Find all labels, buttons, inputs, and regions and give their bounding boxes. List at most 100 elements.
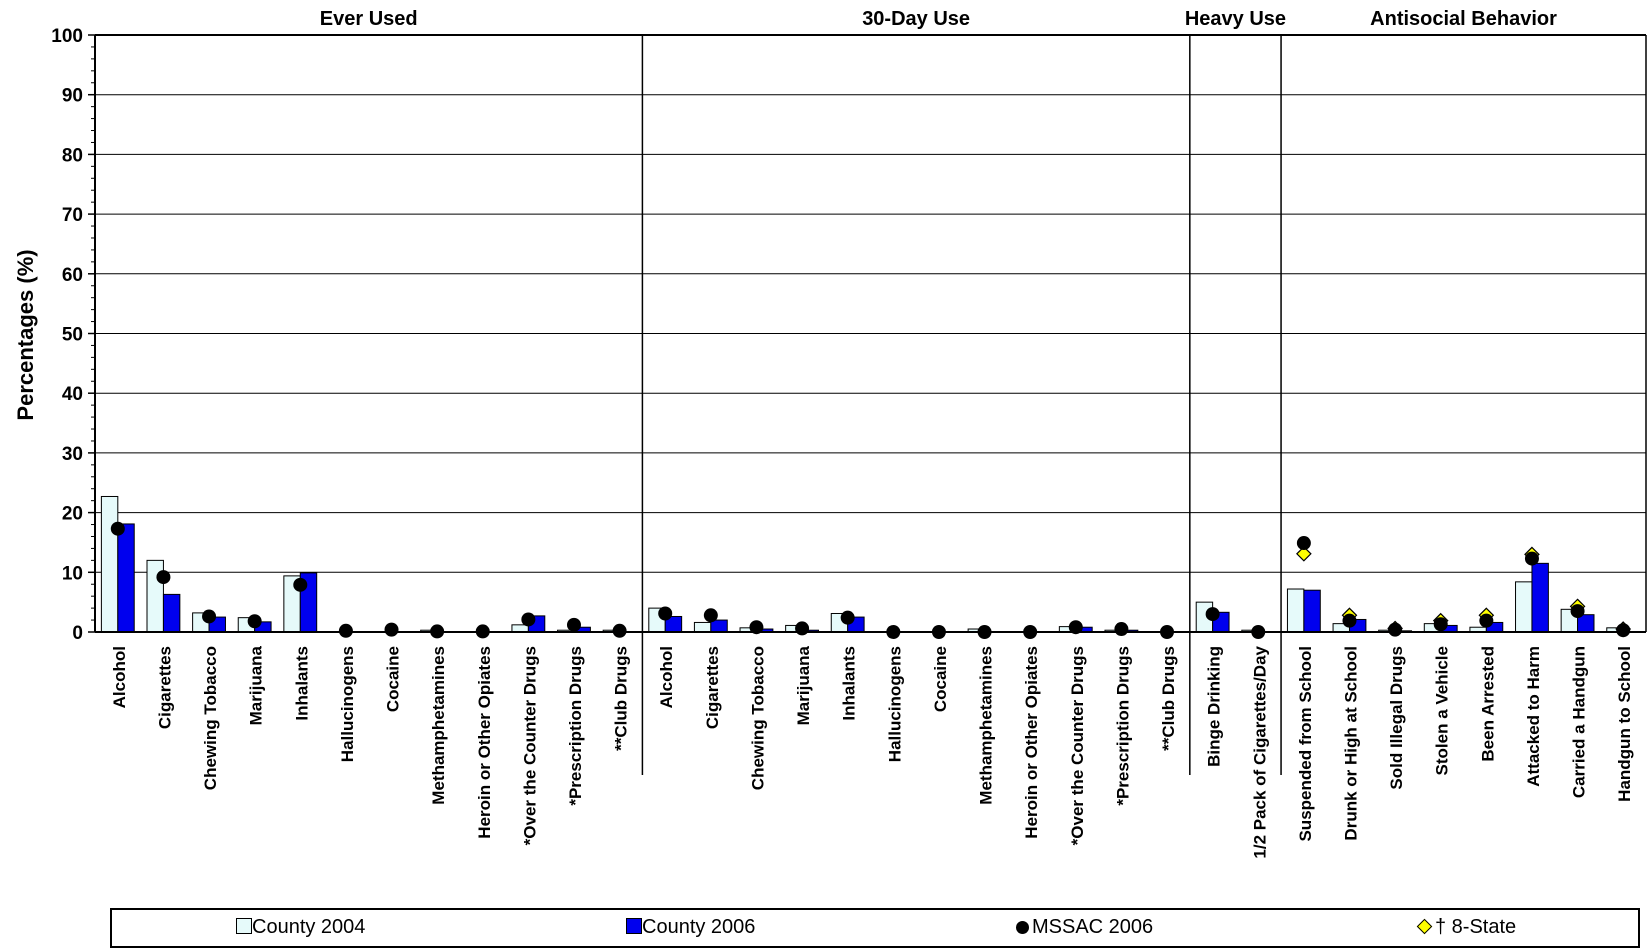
x-tick-label: Chewing Tobacco: [201, 646, 220, 790]
x-tick-label: Heroin or Other Opiates: [1022, 646, 1041, 839]
marker-mssac-2006: [247, 614, 262, 629]
marker-mssac-2006: [566, 617, 581, 632]
x-tick-label: Been Arrested: [1478, 646, 1497, 762]
marker-mssac-2006: [1205, 607, 1220, 622]
bar-county-2006: [117, 523, 135, 633]
x-tick-label: Inhalants: [840, 646, 859, 721]
x-tick-label: Stolen a Vehicle: [1433, 646, 1452, 775]
legend-label-8-state: † 8-State: [1435, 916, 1517, 938]
marker-mssac-2006: [1524, 551, 1539, 566]
x-tick-label: Binge Drinking: [1205, 646, 1224, 767]
marker-mssac-2006: [521, 612, 536, 627]
legend-item-county-2006: County 2006: [626, 916, 755, 939]
bar-county-2006: [1531, 562, 1549, 633]
y-tick-labels: 0 10 20 30 40 50 60 70 80 90 100: [51, 26, 83, 644]
marker-mssac-2006: [1114, 622, 1129, 637]
legend: County 2004 County 2006 MSSAC 2006 † 8-S…: [110, 908, 1640, 948]
group-label: 30-Day Use: [862, 8, 970, 30]
marker-mssac-2006: [338, 623, 353, 638]
x-tick-label: Attacked to Harm: [1524, 646, 1543, 787]
y-tick-label: 100: [51, 26, 83, 47]
group-label: Heavy Use: [1185, 8, 1286, 30]
legend-label-mssac-2006: MSSAC 2006: [1032, 916, 1154, 938]
marker-mssac-2006: [703, 608, 718, 623]
marker-mssac-2006: [1388, 622, 1403, 637]
y-tick-label: 50: [62, 325, 83, 346]
x-tick-label: Carried a Handgun: [1570, 646, 1589, 798]
y-tick-label: 0: [72, 623, 83, 644]
group-label: Antisocial Behavior: [1370, 8, 1557, 30]
x-tick-label: Chewing Tobacco: [748, 646, 767, 790]
bar-county-2004: [1286, 588, 1305, 633]
x-tick-label: Methamphetamines: [977, 646, 996, 805]
y-tick-label: 70: [62, 205, 83, 226]
x-tick-label: Cocaine: [931, 646, 950, 712]
x-tick-label: Sold Illegal Drugs: [1387, 646, 1406, 790]
gridlines: [95, 34, 1646, 573]
marker-mssac-2006: [1068, 620, 1083, 635]
legend-item-8-state: † 8-State: [1416, 916, 1516, 939]
y-axis-title: Percentages (%): [13, 249, 38, 420]
x-tick-label: *Prescription Drugs: [566, 646, 585, 806]
legend-item-county-2004: County 2004: [236, 916, 365, 939]
markers: [110, 521, 1632, 639]
marker-mssac-2006: [384, 622, 399, 637]
bar-county-2006: [1303, 589, 1321, 633]
marker-mssac-2006: [658, 606, 673, 621]
marker-mssac-2006: [1342, 613, 1357, 628]
marker-mssac-2006: [202, 609, 217, 624]
y-tick-label: 20: [62, 504, 83, 525]
x-tick-label: Heroin or Other Opiates: [475, 646, 494, 839]
legend-marker-8-state: [1416, 918, 1433, 935]
legend-item-mssac-2006: MSSAC 2006: [1016, 916, 1153, 939]
marker-mssac-2006: [749, 620, 764, 635]
bar-county-2006: [162, 593, 181, 633]
x-tick-labels: Alcohol Cigarettes Chewing Tobacco Marijuan…: [110, 645, 1634, 858]
x-tick-label: Marijuana: [794, 645, 813, 725]
y-tick-label: 60: [62, 265, 83, 286]
marker-mssac-2006: [1616, 623, 1631, 638]
x-tick-label: Suspended from School: [1296, 646, 1315, 842]
y-tick-label: 80: [62, 145, 83, 166]
marker-mssac-2006: [612, 623, 627, 638]
y-tick-label: 30: [62, 444, 83, 465]
x-tick-label: Cigarettes: [703, 646, 722, 729]
x-tick-label: Hallucinogens: [338, 646, 357, 762]
marker-mssac-2006: [840, 610, 855, 625]
marker-mssac-2006: [156, 570, 171, 585]
x-tick-label: Hallucinogens: [885, 646, 904, 762]
marker-mssac-2006: [1296, 536, 1311, 551]
marker-mssac-2006: [795, 621, 810, 636]
x-tick-label: 1/2 Pack of Cigarettes/Day: [1250, 645, 1269, 858]
bars: [100, 495, 1624, 633]
y-tick-label: 40: [62, 384, 83, 405]
x-tick-label: Inhalants: [292, 646, 311, 721]
legend-label-county-2004: County 2004: [252, 916, 366, 938]
x-tick-label: **Club Drugs: [612, 646, 631, 751]
x-tick-label: Handgun to School: [1615, 646, 1634, 802]
x-tick-label: *Over the Counter Drugs: [520, 646, 539, 845]
marker-mssac-2006: [1433, 617, 1448, 632]
x-tick-label: Cigarettes: [155, 646, 174, 729]
marker-8-state: [1296, 545, 1312, 562]
legend-swatch-county-2006: [626, 918, 642, 934]
axes: [88, 34, 1647, 633]
marker-mssac-2006: [110, 521, 125, 536]
x-tick-label: Drunk or High at School: [1341, 646, 1360, 841]
group-label: Ever Used: [320, 8, 418, 30]
x-tick-label: Alcohol: [110, 646, 129, 708]
marker-mssac-2006: [293, 577, 308, 592]
group-labels: Ever Used 30-Day Use Heavy Use Antisocial B…: [320, 8, 1557, 30]
marker-mssac-2006: [1570, 604, 1585, 619]
y-tick-label: 90: [62, 86, 83, 107]
group-dividers: [641, 35, 1282, 775]
x-tick-label: *Prescription Drugs: [1113, 646, 1132, 806]
x-tick-label: **Club Drugs: [1159, 646, 1178, 751]
legend-swatch-county-2004: [236, 918, 252, 934]
legend-label-county-2006: County 2006: [642, 916, 756, 938]
bar-county-2006: [710, 619, 728, 633]
x-tick-label: Marijuana: [247, 645, 266, 725]
bar-county-2004: [693, 621, 712, 633]
y-tick-label: 10: [62, 563, 83, 584]
